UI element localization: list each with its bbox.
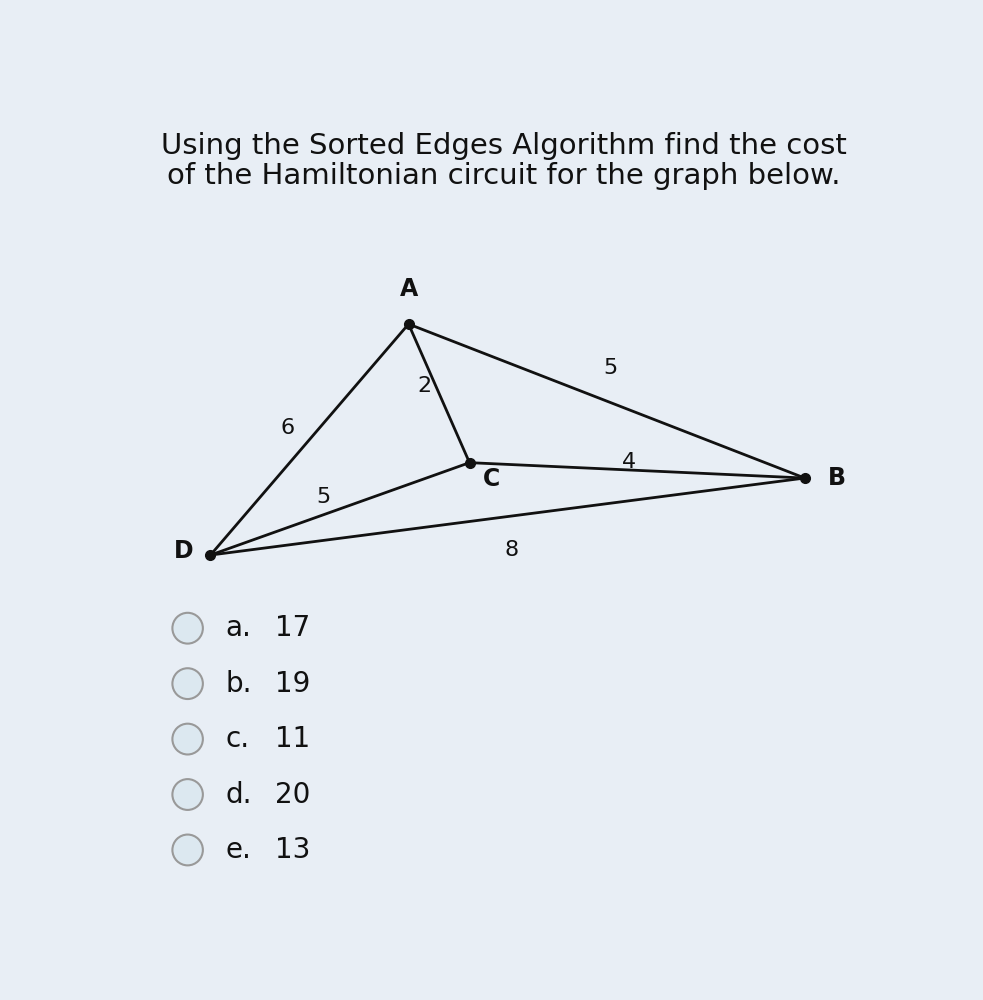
Text: 4: 4 — [622, 452, 637, 472]
Text: 5: 5 — [604, 358, 617, 378]
Text: 17: 17 — [275, 614, 311, 642]
Text: B: B — [828, 466, 845, 490]
Text: a.: a. — [226, 614, 252, 642]
Circle shape — [172, 724, 202, 754]
Text: 20: 20 — [275, 781, 311, 809]
Circle shape — [172, 613, 202, 644]
Text: of the Hamiltonian circuit for the graph below.: of the Hamiltonian circuit for the graph… — [167, 162, 840, 190]
Text: 6: 6 — [280, 418, 294, 438]
Circle shape — [172, 835, 202, 865]
Text: C: C — [484, 466, 500, 490]
Text: 13: 13 — [275, 836, 311, 864]
Text: b.: b. — [226, 670, 253, 698]
Text: D: D — [174, 539, 194, 563]
Text: 19: 19 — [275, 670, 311, 698]
Circle shape — [172, 668, 202, 699]
Text: 5: 5 — [316, 487, 330, 507]
Text: 8: 8 — [504, 540, 518, 560]
Text: 11: 11 — [275, 725, 311, 753]
Text: d.: d. — [226, 781, 253, 809]
Text: c.: c. — [226, 725, 250, 753]
Text: A: A — [399, 277, 418, 301]
Circle shape — [172, 779, 202, 810]
Text: 2: 2 — [418, 376, 432, 396]
Text: Using the Sorted Edges Algorithm find the cost: Using the Sorted Edges Algorithm find th… — [161, 132, 846, 160]
Text: e.: e. — [226, 836, 252, 864]
